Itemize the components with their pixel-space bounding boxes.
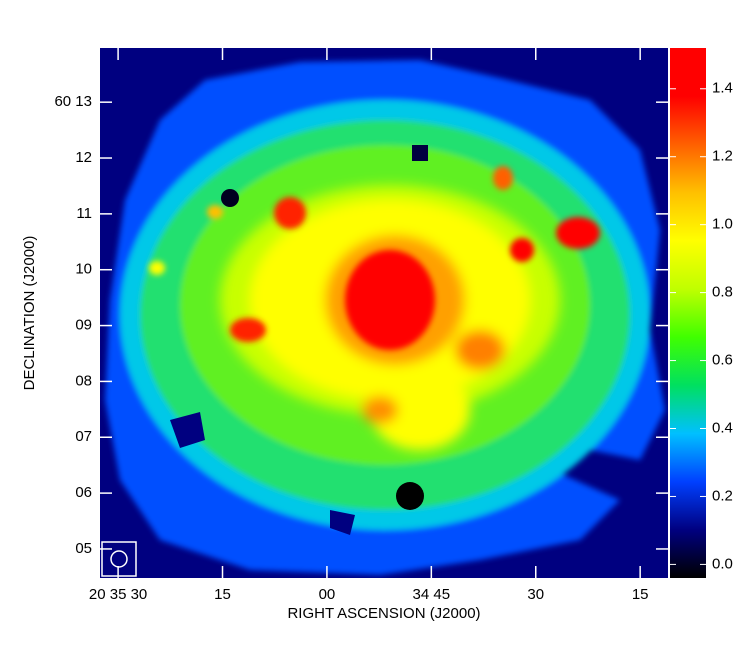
colorbar-tick-label: 0.8 <box>712 284 733 301</box>
y-tick-label: 05 <box>75 540 92 557</box>
colorbar-tick-label: 1.2 <box>712 148 733 165</box>
y-tick-label: 07 <box>75 428 92 445</box>
y-tick-label: 60 13 <box>54 93 92 110</box>
y-tick-label: 09 <box>75 317 92 334</box>
colorbar-tick-label: 0.0 <box>712 555 733 572</box>
map-image <box>100 48 668 578</box>
beam <box>110 550 128 568</box>
x-tick-label: 00 <box>319 586 336 603</box>
x-tick-label: 20 35 30 <box>89 586 147 603</box>
colorbar <box>670 48 706 578</box>
x-tick-label: 30 <box>527 586 544 603</box>
colorbar-tick-label: 0.4 <box>712 419 733 436</box>
beam-box <box>101 541 137 577</box>
x-tick-label: 15 <box>632 586 649 603</box>
y-tick-label: 11 <box>76 205 92 222</box>
x-tick-label: 34 45 <box>413 586 451 603</box>
colorbar-tick-label: 0.6 <box>712 352 733 369</box>
x-tick-label: 15 <box>214 586 231 603</box>
y-tick-label: 12 <box>75 149 92 166</box>
x-axis-label: RIGHT ASCENSION (J2000) <box>287 605 480 622</box>
colorbar-tick-label: 1.4 <box>712 80 733 97</box>
y-axis-label: DECLINATION (J2000) <box>21 236 38 391</box>
colorbar-tick-label: 1.0 <box>712 216 733 233</box>
colorbar-tick-label: 0.2 <box>712 487 733 504</box>
y-tick-label: 10 <box>75 261 92 278</box>
y-tick-label: 08 <box>75 372 92 389</box>
y-tick-label: 06 <box>75 484 92 501</box>
